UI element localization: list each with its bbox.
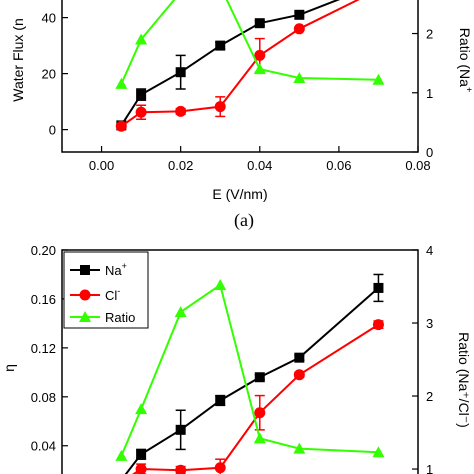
bottom-y-ticks: 0.04 0.08 0.12 0.16 0.20 [31,243,68,454]
y-tick-label: 40 [42,11,56,26]
data-point-square [254,18,265,29]
top-y2-axis-title-text: Ratio (Na [457,28,473,87]
y-tick-label: 0.20 [31,243,56,258]
data-point-ratio [214,279,227,291]
data-point-triangle [115,77,128,89]
data-point-ratio [135,403,148,415]
data-point-cl [175,464,187,474]
data-point-circle [175,105,187,117]
data-point-na [373,282,384,293]
bottom-y2-ticks: 1 2 3 4 [412,243,433,474]
data-point-cl [214,462,226,474]
data-point-cl [293,369,305,381]
data-point-square [175,67,186,78]
legend: Na+ Cl- Ratio [63,251,149,329]
bottom-y2-axis-title: Ratio (Na⁺/Cl⁻) [456,332,472,428]
data-point-circle [293,23,305,35]
top-y2-axis-title: Ratio (Na+ [457,28,474,92]
data-point-circle [214,101,226,113]
data-point-cl [372,319,384,331]
legend-item-ratio: Ratio [70,310,135,325]
y2-tick-label: 1 [426,86,433,101]
y-tick-label: 0.08 [31,390,56,405]
series-line-ratio [120,283,379,457]
y-tick-label: 0 [49,123,56,138]
legend-label-na: Na+ [105,261,127,278]
y-tick-label: 0.12 [31,341,56,356]
bottom-series [115,273,385,474]
y2-tick-label: 2 [426,27,433,42]
data-point-ratio [293,442,306,454]
data-point-na [136,449,147,460]
data-point-triangle [293,71,306,83]
y-tick-label: 0.16 [31,292,56,307]
series-layer [115,273,385,474]
bottom-plot-frame [61,249,419,474]
data-point-square [294,9,305,20]
data-point-na [254,372,265,383]
top-y2-ticks: 0 1 2 [412,27,433,160]
data-point-triangle [253,63,266,75]
data-point-ratio [115,449,128,461]
data-point-circle [135,106,147,118]
legend-marker-ratio [79,311,91,322]
legend-item-na: Na+ [70,261,127,278]
series-line-circle [120,0,360,128]
top-y-axis-title: Water Flux (n [10,18,26,102]
x-tick-label: 0.00 [89,158,114,173]
x-tick-label: 0.04 [247,158,272,173]
series-layer [115,0,385,132]
data-point-circle [254,49,266,61]
data-point-triangle [372,73,385,85]
x-tick-label: 0.08 [405,158,430,173]
data-point-cl [254,407,266,419]
top-x-axis-title: E (V/nm) [212,186,267,202]
legend-item-cl: Cl- [70,286,120,303]
data-point-na [175,424,186,435]
data-point-na [294,352,305,363]
panel-label-a: (a) [234,210,254,231]
x-tick-label: 0.06 [326,158,351,173]
data-point-ratio [253,432,266,444]
top-y2-axis-title-sup: + [464,87,474,92]
legend-marker-cl [79,289,91,301]
data-point-square [215,40,226,51]
bottom-y-axis-title: η [1,364,17,372]
data-point-ratio [372,446,385,458]
y2-tick-label: 1 [426,462,433,474]
x-tick-label: 0.02 [168,158,193,173]
data-point-circle [115,120,127,132]
data-point-ratio [174,306,187,318]
data-point-cl [135,463,147,474]
series-line-na [124,287,380,474]
legend-label-ratio: Ratio [105,310,135,325]
y-tick-label: 20 [42,67,56,82]
y2-tick-label: 0 [426,145,433,160]
data-point-na [215,395,226,406]
top-x-ticks: 0.00 0.02 0.04 0.06 0.08 [89,146,431,173]
top-y-ticks: 0 20 40 [42,11,68,138]
data-point-square [136,89,147,100]
y-tick-label: 0.04 [31,439,56,454]
series-line-triangle [120,0,379,85]
panel-bottom: 0.04 0.08 0.12 0.16 0.20 1 2 3 4 η Ratio (Na⁺/C… [1,243,472,474]
top-series [115,0,385,132]
y2-tick-label: 4 [426,243,433,258]
y2-tick-label: 3 [426,316,433,331]
svg-text:Ratio (Na+: Ratio (Na+ [457,28,474,92]
legend-marker-na [80,265,90,275]
top-plot-frame [61,0,419,153]
legend-label-cl: Cl- [105,286,120,303]
data-point-triangle [135,33,148,45]
series-line-square [120,0,341,126]
y2-tick-label: 2 [426,389,433,404]
legend-box [63,251,149,329]
